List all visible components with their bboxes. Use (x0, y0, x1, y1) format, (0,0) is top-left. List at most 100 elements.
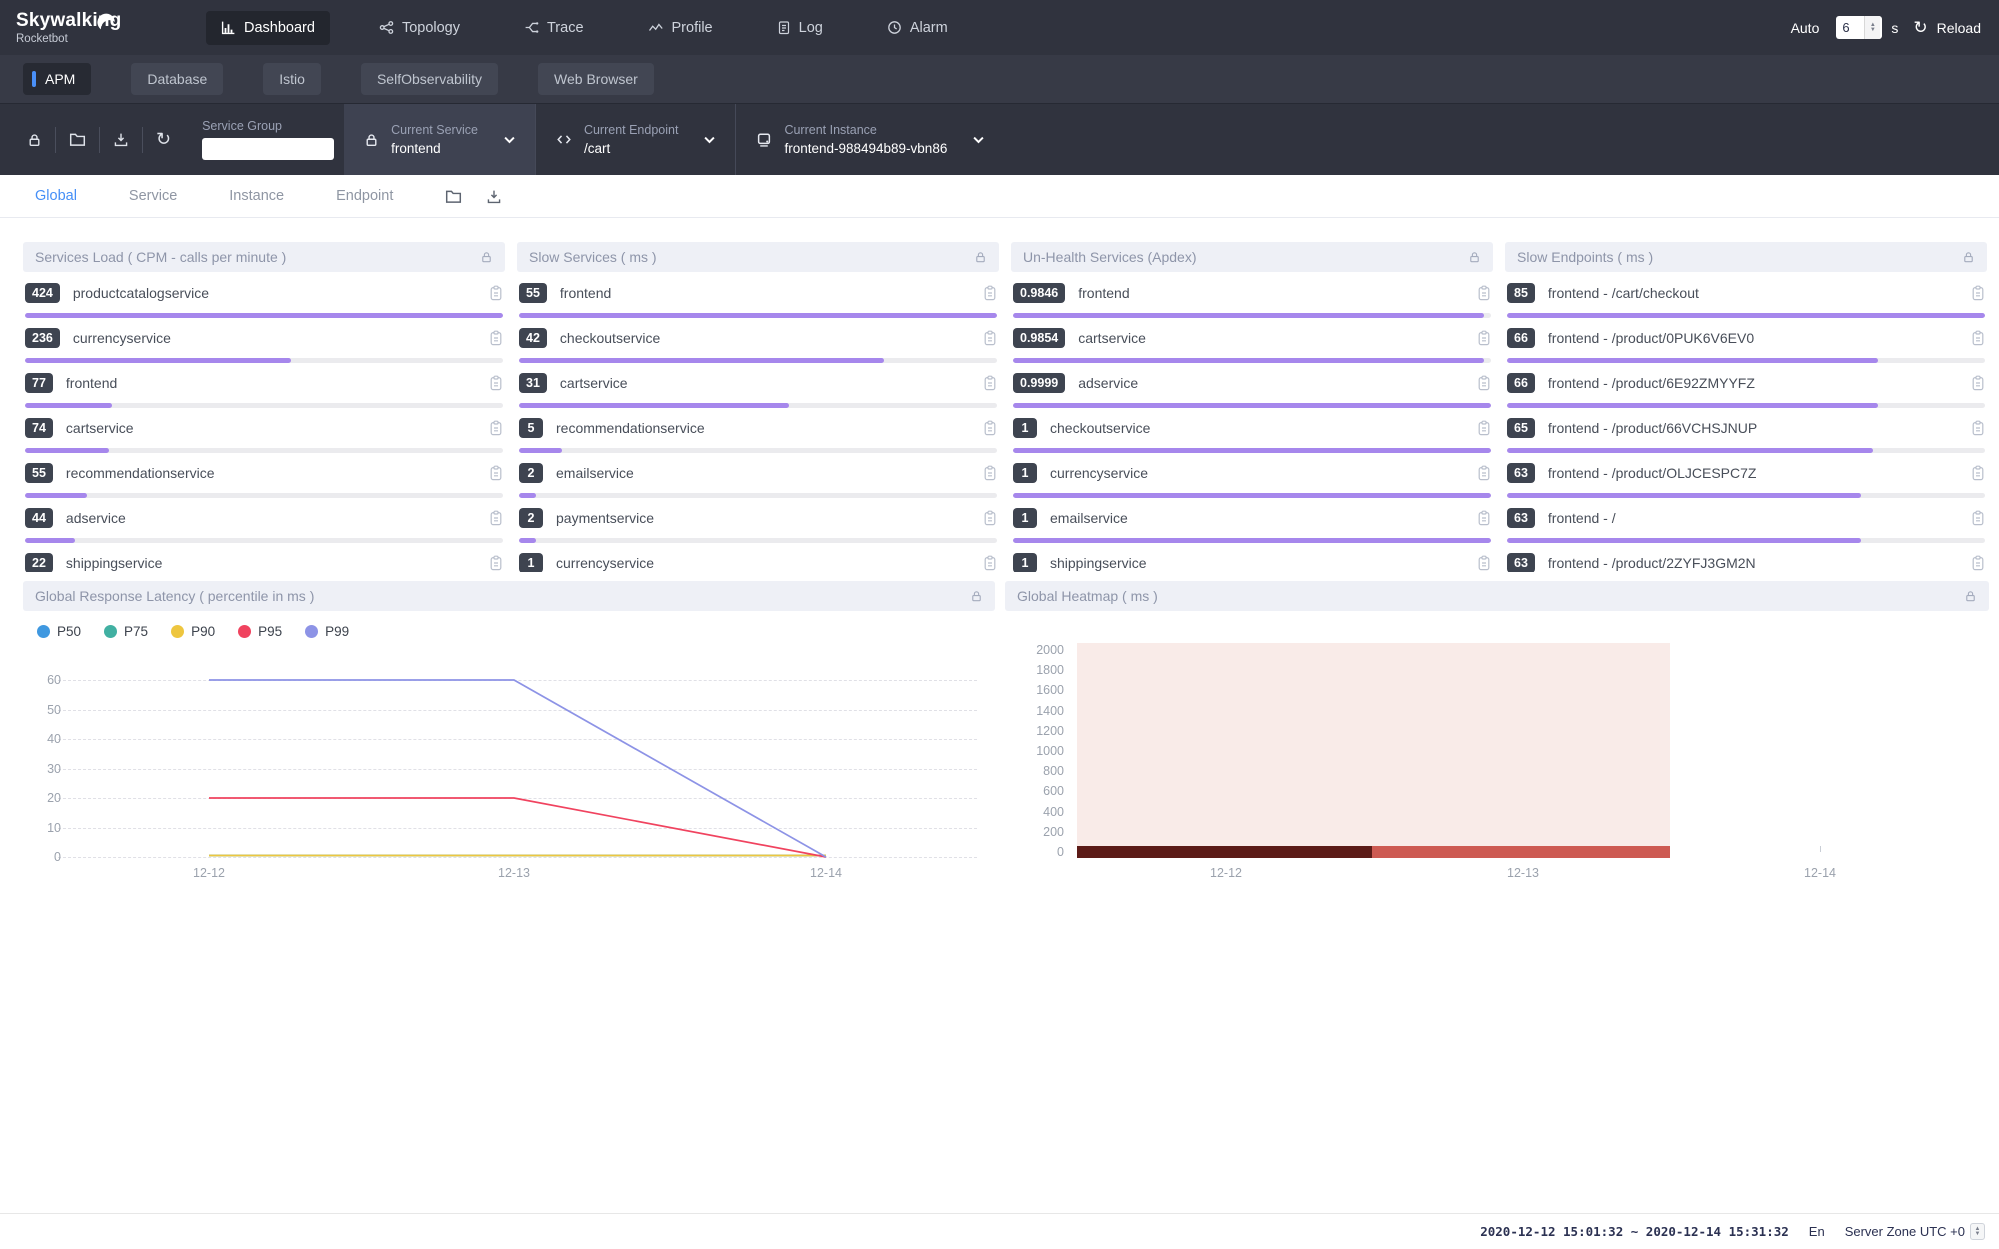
clipboard-icon[interactable] (983, 285, 997, 301)
nav-item-topology[interactable]: Topology (364, 11, 475, 45)
clipboard-icon[interactable] (489, 465, 503, 481)
clipboard-icon[interactable] (1971, 510, 1985, 526)
progress-fill (1013, 358, 1484, 363)
nav-item-label: Profile (672, 20, 713, 36)
view-tab-global[interactable]: Global (35, 188, 77, 204)
x-axis-tick-label: 12-12 (1210, 866, 1242, 880)
series-line-p99 (209, 680, 826, 857)
refresh-button[interactable]: ↻ (143, 130, 184, 150)
clipboard-icon[interactable] (1971, 330, 1985, 346)
view-tab-service[interactable]: Service (129, 188, 177, 204)
workspace-tab-istio[interactable]: Istio (263, 63, 321, 95)
clipboard-icon[interactable] (1971, 465, 1985, 481)
clipboard-icon[interactable] (1477, 555, 1491, 571)
nav-item-dashboard[interactable]: Dashboard (206, 11, 330, 45)
panel-header: Services Load ( CPM - calls per minute ) (23, 242, 505, 272)
item-name: currencyservice (556, 555, 654, 571)
clipboard-icon[interactable] (1971, 375, 1985, 391)
reload-icon[interactable]: ↻ (1913, 19, 1927, 36)
heatmap-cells-area (1077, 643, 1670, 852)
lock-icon[interactable] (1964, 589, 1977, 603)
list-item-row: 0.9999adservice (1013, 370, 1491, 396)
clipboard-icon[interactable] (1477, 285, 1491, 301)
clipboard-icon[interactable] (489, 375, 503, 391)
view-tab-endpoint[interactable]: Endpoint (336, 188, 393, 204)
current-service-selector[interactable]: Current Servicefrontend (344, 104, 535, 175)
clipboard-icon[interactable] (489, 510, 503, 526)
language-selector[interactable]: En (1809, 1224, 1825, 1239)
lock-icon[interactable] (1962, 250, 1975, 264)
service-group-input[interactable] (202, 138, 334, 160)
workspace-tab-selfobservability[interactable]: SelfObservability (361, 63, 498, 95)
panel-title: Services Load ( CPM - calls per minute ) (35, 249, 286, 265)
time-range-picker[interactable]: 2020-12-12 15:01:32 ~ 2020-12-14 15:31:3… (1480, 1224, 1789, 1239)
chevron-down-icon[interactable] (973, 136, 984, 144)
item-name: currencyservice (1050, 465, 1148, 481)
clipboard-icon[interactable] (1477, 510, 1491, 526)
lock-icon (27, 132, 42, 148)
clipboard-icon[interactable] (489, 420, 503, 436)
list-item: 77frontend (23, 370, 505, 415)
lock-icon[interactable] (480, 250, 493, 264)
clipboard-icon[interactable] (983, 465, 997, 481)
progress-track (1507, 538, 1985, 543)
workspace-tab-label: Web Browser (554, 71, 638, 87)
chevron-down-icon[interactable] (504, 136, 515, 144)
panel-body: 85frontend - /cart/checkout66frontend - … (1505, 272, 1987, 572)
reload-button[interactable]: Reload (1937, 20, 1981, 36)
nav-item-alarm[interactable]: Alarm (872, 11, 963, 45)
server-zone-stepper[interactable]: ▲▼ (1970, 1223, 1985, 1240)
clipboard-icon[interactable] (1971, 285, 1985, 301)
lock-button[interactable] (14, 132, 55, 148)
folder-icon[interactable] (445, 189, 462, 204)
nav-item-profile[interactable]: Profile (633, 11, 728, 45)
current-instance-selector[interactable]: Current Instancefrontend-988494b89-vbn86 (735, 104, 1004, 175)
heatmap-hot-segment-1 (1372, 846, 1670, 858)
clipboard-icon[interactable] (489, 330, 503, 346)
nav-item-trace[interactable]: Trace (509, 11, 599, 45)
progress-fill (1507, 403, 1878, 408)
progress-track (1507, 403, 1985, 408)
progress-fill (25, 313, 503, 318)
current-endpoint-selector[interactable]: Current Endpoint/cart (535, 104, 736, 175)
clipboard-icon[interactable] (1971, 555, 1985, 571)
view-tab-instance[interactable]: Instance (229, 188, 284, 204)
item-name: recommendationservice (556, 420, 705, 436)
list-item: 31cartservice (517, 370, 999, 415)
lock-icon[interactable] (974, 250, 987, 264)
clipboard-icon[interactable] (983, 510, 997, 526)
clipboard-icon[interactable] (1477, 375, 1491, 391)
top-navigation-bar: Skywalking Rocketbot Dashboard Topology Tr… (0, 0, 1999, 55)
folder-button[interactable] (56, 132, 99, 147)
panel-0: Services Load ( CPM - calls per minute )… (23, 242, 505, 572)
progress-track (1507, 493, 1985, 498)
clipboard-icon[interactable] (1477, 330, 1491, 346)
clipboard-icon[interactable] (983, 555, 997, 571)
clipboard-icon[interactable] (1477, 465, 1491, 481)
item-name: cartservice (1078, 330, 1146, 346)
progress-track (25, 538, 503, 543)
clipboard-icon[interactable] (489, 285, 503, 301)
lock-icon[interactable] (1468, 250, 1481, 264)
auto-interval-stepper[interactable]: ▲▼ (1864, 16, 1880, 39)
nav-item-label: Topology (402, 20, 460, 36)
workspace-tab-apm[interactable]: APM (23, 63, 91, 95)
clipboard-icon[interactable] (983, 375, 997, 391)
workspace-tab-database[interactable]: Database (131, 63, 223, 95)
clipboard-icon[interactable] (489, 555, 503, 571)
clipboard-icon[interactable] (983, 330, 997, 346)
list-item-row: 63frontend - /product/OLJCESPC7Z (1507, 460, 1985, 486)
brand-logo: Skywalking Rocketbot (0, 10, 170, 45)
auto-interval-input[interactable] (1836, 20, 1864, 35)
item-name: frontend - /product/6E92ZMYYFZ (1548, 375, 1755, 391)
main-nav: Dashboard Topology Trace Profile Log Alarm (206, 11, 963, 45)
import-button[interactable] (100, 132, 142, 147)
chevron-down-icon[interactable] (704, 136, 715, 144)
clipboard-icon[interactable] (1971, 420, 1985, 436)
workspace-tab-web-browser[interactable]: Web Browser (538, 63, 654, 95)
clipboard-icon[interactable] (1477, 420, 1491, 436)
import-icon[interactable] (486, 189, 502, 204)
item-name: shippingservice (1050, 555, 1147, 571)
clipboard-icon[interactable] (983, 420, 997, 436)
nav-item-log[interactable]: Log (762, 11, 838, 45)
